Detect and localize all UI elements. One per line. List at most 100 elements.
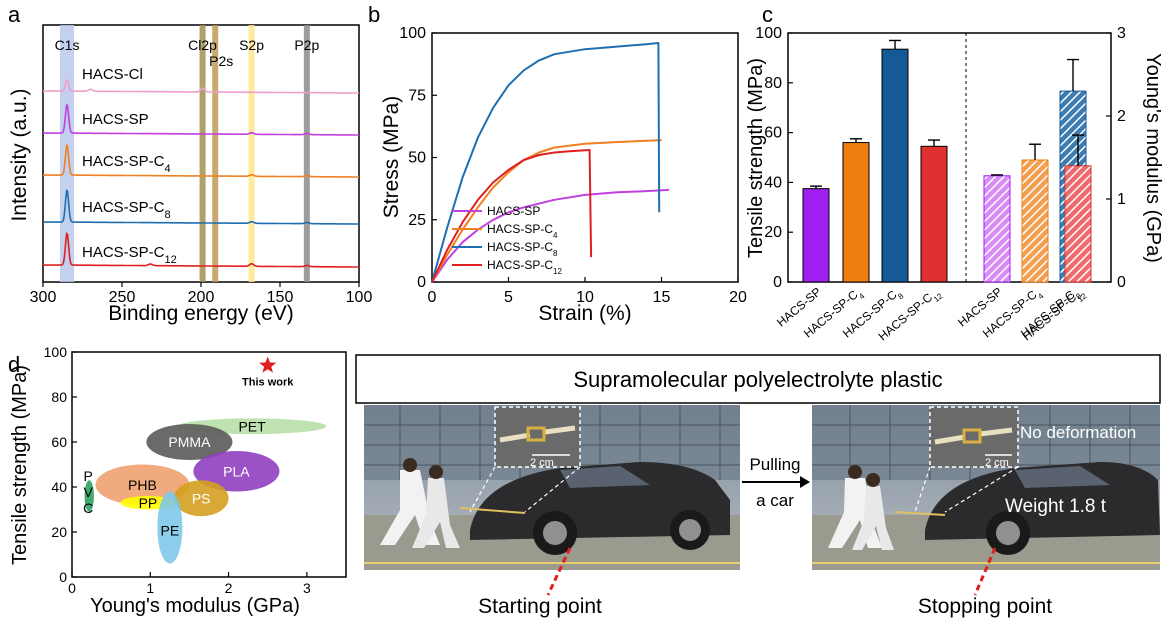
panel-letter-c: c (762, 2, 773, 27)
region-label: C (83, 500, 93, 516)
y-tick-label: 80 (764, 75, 782, 92)
pull-arrow-top-text: Pulling (749, 455, 800, 474)
spectrum-line (43, 231, 359, 268)
y-tick-label: 40 (51, 479, 67, 495)
photo-stop (812, 405, 1160, 596)
series-label: HACS-SP (82, 111, 149, 128)
panel-a-x-ticks: 300 250 200 150 100 (30, 282, 373, 306)
material-region (193, 451, 280, 492)
x-tick-label: 0 (428, 289, 437, 306)
tensile-bar (842, 142, 870, 283)
peak-label: P2p (294, 37, 319, 53)
peak-label: P2s (209, 53, 233, 69)
peak-label: C1s (55, 37, 80, 53)
material-region (146, 424, 233, 460)
tensile-bar (802, 188, 830, 283)
panel-d-y-axis-label: Tensile strength (MPa) (9, 365, 31, 565)
y-tick-label: 20 (764, 224, 782, 241)
panel-a-x-axis-label: Binding energy (eV) (108, 302, 294, 325)
legend-label: HACS-SP-C4 (487, 222, 558, 240)
region-label: PHB (128, 477, 157, 493)
x-tick-label: 10 (576, 289, 594, 306)
panel-e: e Supramolecular polyelectrolyte plastic (355, 354, 1161, 618)
peak-band (212, 25, 219, 282)
spectrum-line (43, 143, 359, 178)
stop-caption: Stopping point (918, 595, 1052, 618)
y-tick-label: 60 (51, 434, 67, 450)
y-tick-label: 0 (773, 274, 782, 291)
no-deformation-text: No deformation (1020, 423, 1136, 442)
y-tick-label: 0 (417, 274, 426, 291)
region-label: PP (139, 495, 158, 511)
panel-a: a HACS-ClHACS-SPHACS-SP-C4HACS-SP-C8HACS… (8, 2, 372, 325)
panel-letter-b: b (368, 2, 380, 27)
panel-d-frame (71, 351, 347, 578)
legend-label: HACS-SP-C12 (487, 258, 562, 276)
panel-c-frame (787, 32, 1112, 283)
pull-arrow-head (800, 476, 810, 488)
peak-band (60, 25, 75, 282)
panel-c-y2-axis-label: Young's modulus (GPa) (1142, 53, 1163, 263)
weight-text: Weight 1.8 t (1005, 496, 1107, 517)
spectrum-line (43, 188, 359, 225)
photo-start (364, 405, 740, 596)
x-tick-label: 300 (30, 289, 57, 306)
region-label: PS (192, 490, 211, 506)
x-tick-label: 20 (729, 289, 747, 306)
this-work-star (259, 356, 277, 373)
x-tick-label: 250 (109, 289, 136, 306)
panel-c: c 0 20 40 60 80 100 0 1 2 3 HACS-SP HACS-SPHACS-SP… (745, 2, 1163, 344)
x-tick-label: 5 (504, 289, 513, 306)
y-tick-label: 50 (408, 150, 426, 167)
panel-d-x-axis-label: Young's modulus (GPa) (90, 595, 300, 617)
stress-strain-curve (431, 188, 670, 283)
y-tick-label: 60 (764, 125, 782, 142)
y2-tick-label: 2 (1117, 108, 1126, 125)
panel-b-ticks: 0 5 10 15 20 0 25 50 75 100 (399, 25, 747, 306)
tensile-bar (881, 48, 909, 283)
peak-band (248, 25, 255, 282)
panel-d-points: This work (242, 356, 294, 389)
y-tick-label: 20 (51, 524, 67, 540)
legend-label: HACS-SP (487, 204, 540, 218)
panel-e-title: Supramolecular polyelectrolyte plastic (573, 367, 942, 392)
pull-arrow-bottom-text: a car (756, 491, 794, 510)
region-label: V (84, 484, 94, 500)
y2-tick-label: 3 (1117, 25, 1126, 42)
region-label: PMMA (168, 434, 211, 450)
y-tick-label: 75 (408, 87, 426, 104)
x-tick-label: 100 (346, 289, 373, 306)
panel-c-bars (802, 39, 1092, 283)
legend-label: HACS-SP-C8 (487, 240, 558, 258)
region-label: P (84, 468, 93, 484)
x-tick-label: 3 (303, 580, 311, 596)
x-tick-label: 1 (146, 580, 154, 596)
peak-label: S2p (239, 37, 264, 53)
modulus-bar (1021, 159, 1049, 283)
panel-e-title-box (355, 354, 1161, 404)
peak-band (199, 25, 206, 282)
panel-b-frame (431, 32, 739, 283)
region-label: PE (161, 523, 180, 539)
panel-d: d 0 1 2 3 0 20 40 60 80 100 PET PMMA PLA PHB PP PS PE PV… (8, 344, 347, 617)
spectrum-line (43, 103, 359, 136)
series-label: HACS-SP-C4 (82, 153, 171, 175)
spectrum-line (43, 79, 359, 94)
modulus-bar (1064, 165, 1092, 283)
x-tick-label: 150 (267, 289, 294, 306)
material-region (84, 480, 94, 512)
panel-a-series-labels: HACS-Cl HACS-SP HACS-SP-C4 HACS-SP-C8 HACS-S… (82, 66, 177, 266)
start-caption: Starting point (478, 595, 602, 618)
y-tick-label: 0 (59, 569, 67, 585)
stress-strain-curve (431, 149, 593, 283)
panel-a-spectra (43, 79, 359, 268)
y2-tick-label: 0 (1117, 274, 1126, 291)
stress-strain-curve (431, 42, 661, 283)
peak-band (303, 25, 310, 282)
panel-c-y-axis-label: Tensile strength (MPa) (745, 58, 767, 258)
photo-start-scale: 2 cm (530, 457, 554, 469)
